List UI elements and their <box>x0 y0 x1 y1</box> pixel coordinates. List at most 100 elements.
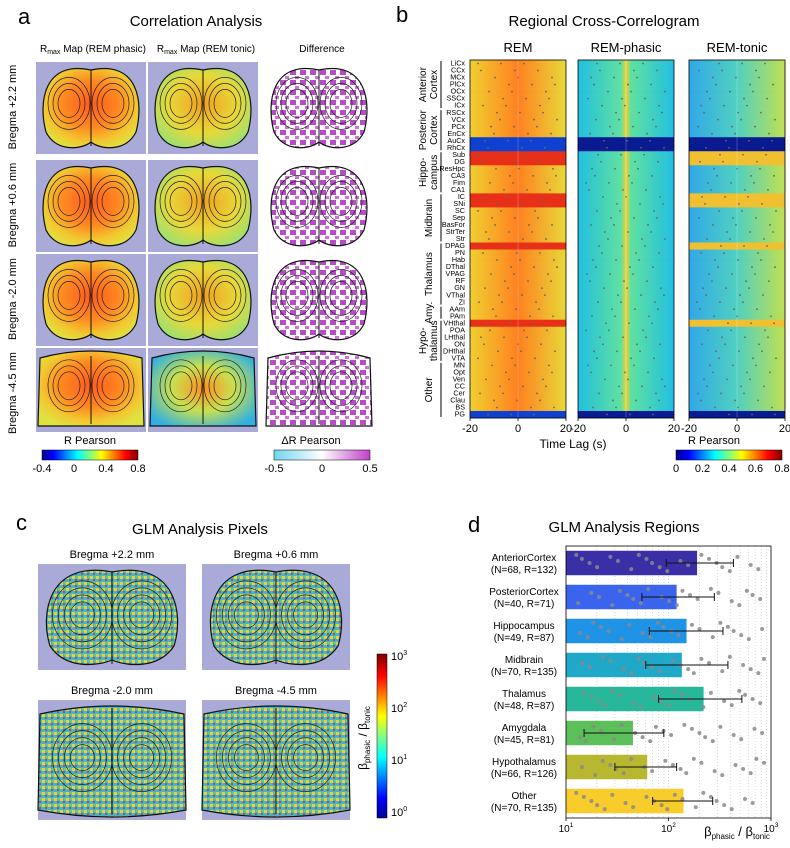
peak-dot <box>700 252 702 254</box>
peak-dot <box>732 217 734 219</box>
peak-dot <box>599 69 601 72</box>
peak-dot <box>539 252 541 254</box>
peak-dot <box>551 76 553 79</box>
data-point <box>608 554 613 559</box>
panel-d: d GLM Analysis Regions AnteriorCortex(N=… <box>468 512 779 841</box>
data-point <box>678 558 683 563</box>
panel-c: c GLM Analysis Pixels Bregma +2.2 mm Breg… <box>16 510 407 820</box>
peak-dot <box>552 167 554 170</box>
peak-dot <box>490 273 492 275</box>
peak-dot <box>634 308 636 311</box>
heatmap-row <box>578 333 674 342</box>
heatmap-row <box>689 123 785 131</box>
atlas-outline <box>52 365 86 407</box>
peak-dot <box>712 76 714 79</box>
peak-dot <box>662 203 664 205</box>
region-label: POA <box>450 325 465 334</box>
heatmap-row <box>689 242 785 250</box>
data-point <box>686 667 691 672</box>
data-point <box>699 656 704 661</box>
peak-dot <box>630 357 632 360</box>
data-point <box>680 692 685 697</box>
peak-dot <box>536 392 538 395</box>
heatmap-row <box>470 207 566 215</box>
atlas-outline <box>57 371 81 401</box>
peak-dot <box>495 167 497 170</box>
group-label: PosteriorCortex <box>418 110 440 151</box>
peak-dot <box>642 62 644 65</box>
heatmap-row <box>470 200 566 208</box>
atlas-outline <box>228 737 265 778</box>
peak-dot <box>497 350 499 353</box>
peak-dot <box>715 350 717 353</box>
peak-dot <box>607 238 609 240</box>
heatmap-row <box>689 228 785 236</box>
heatmap-row <box>689 270 785 278</box>
c-cbar-label: βphasic / βtonic <box>356 706 372 770</box>
peak-dot <box>516 399 518 402</box>
data-point <box>743 692 748 697</box>
peak-dot <box>511 90 513 93</box>
peak-dot <box>641 238 643 240</box>
atlas-outline <box>275 175 319 228</box>
peak-dot <box>761 350 763 353</box>
atlas-outline <box>96 275 130 316</box>
peak-dot <box>597 301 599 304</box>
heatmap-row <box>689 354 785 363</box>
heatmap-row <box>578 95 674 103</box>
peak-dot <box>615 406 617 409</box>
peak-dot <box>772 83 774 86</box>
panel-a-title: Correlation Analysis <box>130 13 263 30</box>
heatmap-row <box>470 158 566 166</box>
heatmap-row <box>689 375 785 384</box>
peak-dot <box>775 357 777 360</box>
data-point <box>579 556 584 561</box>
data-point <box>741 663 746 667</box>
data-point <box>667 599 672 604</box>
peak-dot <box>615 259 617 261</box>
peak-dot <box>554 83 556 86</box>
data-point <box>672 792 677 797</box>
peak-dot <box>754 125 756 128</box>
glm-map-title: Bregma -2.0 mm <box>71 685 153 697</box>
peak-dot <box>477 357 479 360</box>
region-label: CCx <box>451 66 465 75</box>
atlas-outline <box>228 594 265 636</box>
atlas-outline <box>159 359 203 413</box>
peak-dot <box>652 266 654 268</box>
peak-dot <box>498 294 500 297</box>
atlas-outline <box>64 594 101 636</box>
peak-dot <box>506 195 508 198</box>
peak-dot <box>735 224 737 226</box>
data-point <box>674 603 679 608</box>
category-count: (N=40, R=71) <box>494 599 555 610</box>
x-tick-label: -20 <box>570 423 586 435</box>
region-label: EnCx <box>447 129 465 138</box>
data-point <box>593 773 598 778</box>
heatmap-row <box>470 305 566 314</box>
heatmap-row <box>470 186 566 194</box>
region-label: DPAG <box>445 241 465 250</box>
data-point <box>729 703 734 708</box>
peak-dot <box>619 210 621 212</box>
peak-dot <box>528 224 530 226</box>
peak-dot <box>631 181 633 184</box>
region-label: Clau <box>450 396 465 405</box>
heatmap-row <box>470 396 566 405</box>
heatmap-row <box>470 144 566 152</box>
peak-dot <box>750 174 752 177</box>
heatmap-row <box>578 382 674 391</box>
data-point <box>638 601 643 606</box>
x-tick-label: 0 <box>734 423 740 435</box>
peak-dot <box>487 146 489 149</box>
peak-dot <box>609 125 611 128</box>
peak-dot <box>756 160 758 163</box>
heatmap-row <box>689 305 785 314</box>
peak-dot <box>740 118 742 121</box>
data-point <box>756 567 761 572</box>
peak-dot <box>698 69 700 72</box>
data-point <box>697 626 702 631</box>
peak-dot <box>521 294 523 297</box>
peak-dot <box>527 132 529 135</box>
data-point <box>581 690 586 695</box>
